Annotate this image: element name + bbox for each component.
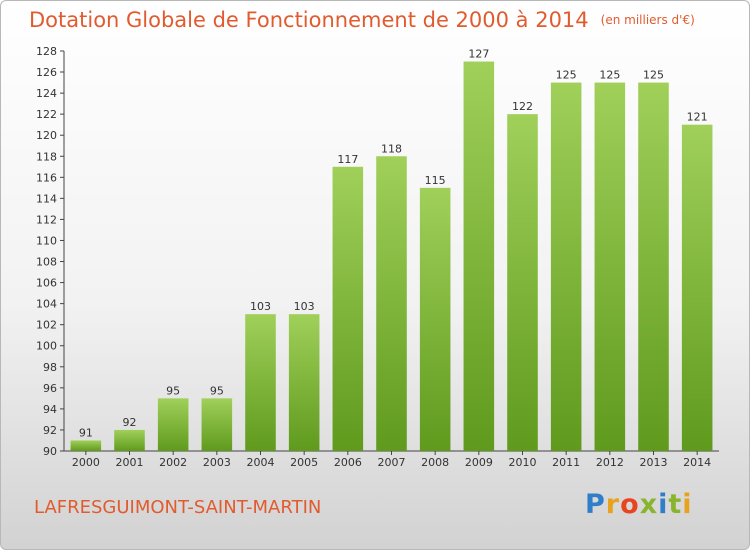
bar — [332, 166, 364, 451]
y-tick-label: 120 — [36, 129, 57, 142]
logo-letter: P — [585, 489, 606, 520]
bar — [288, 314, 320, 451]
logo-letter: t — [668, 489, 683, 520]
bar-value-label: 117 — [337, 153, 358, 166]
x-tick-label: 2002 — [159, 456, 187, 469]
bars-group: 91 92 95 95 103 103 117 118 115 127 122 125 125 125 12… — [70, 48, 713, 452]
y-tick-label: 128 — [36, 45, 57, 58]
y-tick-label: 92 — [43, 424, 57, 437]
bar — [245, 314, 276, 451]
bar — [157, 398, 189, 451]
x-tick-label: 2003 — [203, 456, 231, 469]
unit-note: (en milliers d'€) — [600, 13, 695, 27]
bar — [114, 429, 145, 451]
x-tick-label: 2006 — [334, 456, 362, 469]
bar — [463, 61, 495, 452]
logo-letter: r — [605, 489, 621, 520]
bar-value-label: 95 — [210, 384, 224, 397]
proxiti-logo: Proxiti — [585, 489, 693, 520]
bar — [594, 82, 626, 451]
bar-value-label: 92 — [123, 416, 137, 429]
y-tick-label: 90 — [43, 445, 57, 458]
y-tick-label: 118 — [36, 150, 57, 163]
bar-value-label: 121 — [687, 111, 708, 124]
logo-letter: i — [682, 489, 693, 520]
y-tick-label: 112 — [36, 213, 57, 226]
x-tick-label: 2005 — [290, 456, 318, 469]
bar-value-label: 122 — [512, 100, 533, 113]
y-tick-label: 124 — [36, 87, 57, 100]
y-tick-label: 108 — [36, 256, 57, 269]
bar — [550, 82, 582, 451]
bar — [507, 114, 538, 451]
x-tick-label: 2004 — [247, 456, 275, 469]
chart-axes: 90 92 94 96 98 100 102 104 106 108 110 112 114 116 118… — [36, 45, 719, 469]
x-tick-label: 2000 — [72, 456, 100, 469]
y-tick-label: 100 — [36, 340, 57, 353]
bar — [201, 398, 233, 451]
x-tick-label: 2013 — [640, 456, 668, 469]
y-tick-label: 106 — [36, 277, 57, 290]
x-tick-label: 2007 — [378, 456, 406, 469]
x-tick-label: 2001 — [116, 456, 144, 469]
x-tick-label: 2014 — [683, 456, 711, 469]
y-tick-label: 116 — [36, 171, 57, 184]
x-tick-label: 2010 — [509, 456, 537, 469]
bar-value-label: 115 — [425, 174, 446, 187]
bar-value-label: 125 — [556, 69, 577, 82]
bar-value-label: 103 — [294, 300, 315, 313]
bar — [70, 440, 102, 451]
logo-letter: o — [620, 489, 640, 520]
bar — [419, 187, 451, 451]
x-tick-label: 2011 — [552, 456, 580, 469]
x-tick-label: 2008 — [421, 456, 449, 469]
bar-value-label: 125 — [599, 69, 620, 82]
bar-value-label: 95 — [166, 384, 180, 397]
chart-title: Dotation Globale de Fonctionnement de 20… — [29, 8, 695, 32]
y-tick-label: 102 — [36, 319, 57, 332]
y-tick-label: 110 — [36, 234, 57, 247]
bar-value-label: 118 — [381, 142, 402, 155]
y-tick-label: 104 — [36, 298, 57, 311]
bar — [376, 156, 407, 451]
y-tick-label: 126 — [36, 66, 57, 79]
y-tick-label: 114 — [36, 192, 57, 205]
y-tick-label: 98 — [43, 361, 57, 374]
bar-value-label: 103 — [250, 300, 271, 313]
bar-value-label: 91 — [79, 426, 93, 439]
bar-value-label: 127 — [468, 48, 489, 61]
x-tick-label: 2009 — [465, 456, 493, 469]
bar — [681, 124, 713, 452]
logo-letter: x — [639, 489, 659, 520]
chart-title-text: Dotation Globale de Fonctionnement de 20… — [29, 8, 589, 32]
y-tick-label: 122 — [36, 108, 57, 121]
y-tick-label: 94 — [43, 403, 57, 416]
x-tick-label: 2012 — [596, 456, 624, 469]
bar-value-label: 125 — [643, 69, 664, 82]
logo-letter: i — [658, 489, 669, 520]
commune-name: LAFRESGUIMONT-SAINT-MARTIN — [34, 497, 322, 518]
y-tick-label: 96 — [43, 382, 57, 395]
bar — [638, 82, 669, 451]
